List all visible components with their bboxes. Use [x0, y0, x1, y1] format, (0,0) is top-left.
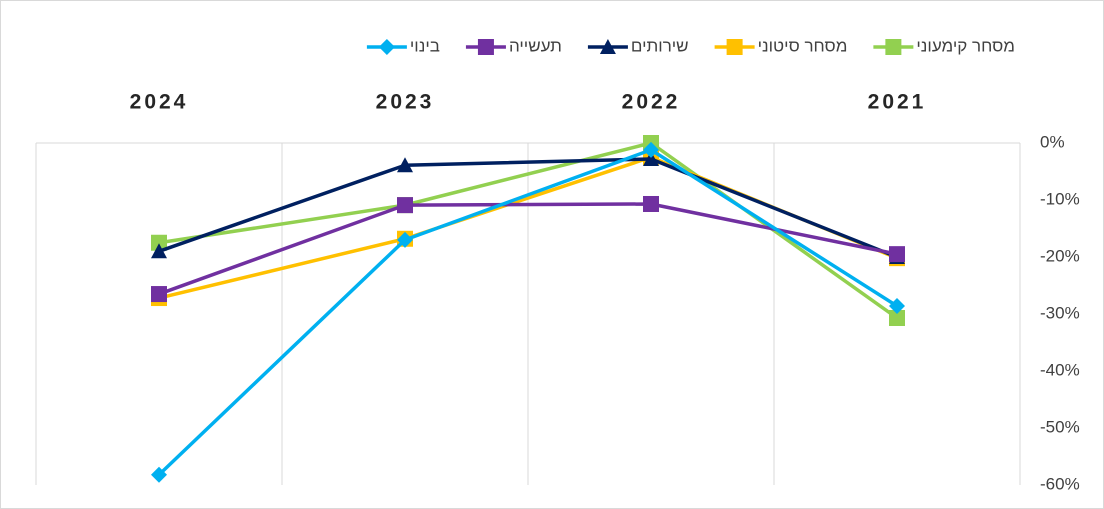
- marker: [643, 150, 659, 166]
- y-tick-label: -60%: [1040, 474, 1080, 493]
- marker: [151, 286, 167, 303]
- legend-label: שירותים: [631, 36, 689, 55]
- legend-label: מסחר קימעוני: [916, 36, 1015, 55]
- marker: [726, 39, 743, 55]
- x-tick-label: 2024: [130, 91, 189, 114]
- marker: [643, 195, 659, 212]
- marker: [151, 243, 167, 259]
- x-tick-label: 2023: [376, 91, 435, 114]
- marker: [151, 234, 167, 251]
- y-tick-label: -30%: [1040, 303, 1080, 322]
- x-tick-label: 2022: [622, 91, 681, 114]
- marker: [397, 231, 413, 248]
- marker: [378, 39, 395, 55]
- series-line: [157, 148, 898, 477]
- marker: [889, 309, 905, 326]
- marker: [397, 197, 413, 214]
- marker: [643, 141, 659, 158]
- y-tick-label: 0%: [1040, 132, 1065, 151]
- marker: [885, 39, 902, 55]
- series-line: [158, 157, 898, 259]
- legend-label: תעשייה: [509, 36, 562, 55]
- marker: [889, 246, 905, 263]
- marker: [397, 157, 413, 173]
- series: [151, 141, 905, 483]
- x-tick-label: 2021: [868, 91, 927, 114]
- marker: [477, 39, 494, 55]
- y-tick-label: -40%: [1040, 360, 1080, 379]
- marker: [889, 298, 905, 315]
- y-tick-label: -10%: [1040, 189, 1080, 208]
- marker: [599, 39, 616, 54]
- marker: [151, 466, 167, 483]
- legend-label: בינוי: [410, 36, 440, 55]
- y-tick-label: -50%: [1040, 417, 1080, 436]
- legend-label: מסחר סיטוני: [758, 36, 848, 55]
- y-tick-label: -20%: [1040, 246, 1080, 265]
